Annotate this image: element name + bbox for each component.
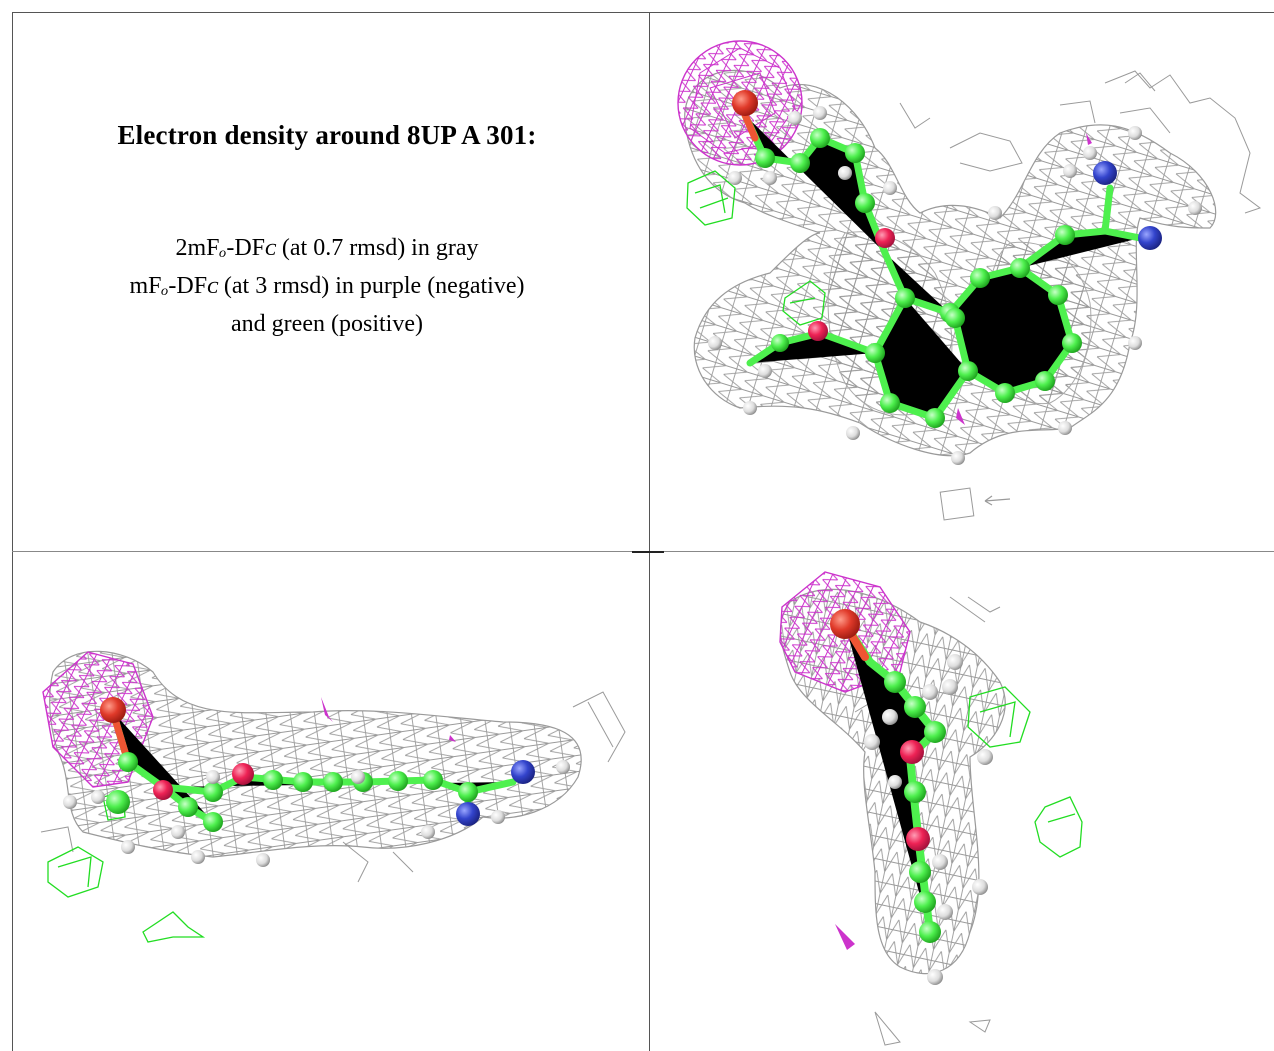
- top-right-view: [650, 13, 1274, 550]
- caption-title: Electron density around 8UP A 301:: [117, 120, 537, 150]
- nitrogen-atom: [456, 802, 480, 826]
- center-divider: [649, 12, 650, 1051]
- oxygen-atom: [875, 228, 895, 248]
- middle-divider-accent: [632, 551, 664, 553]
- green-positive-density: [967, 686, 1083, 858]
- nitrogen-atom: [511, 760, 535, 784]
- bottom-right-view: [650, 552, 1274, 1051]
- atoms: [830, 609, 993, 985]
- caption-line-purple: mFₒ-DFᴄ (at 3 rmsd) in purple (negative): [129, 273, 525, 299]
- oxygen-atom: [732, 90, 758, 116]
- green-positive-density: [686, 170, 826, 326]
- nitrogen-atom: [1138, 226, 1162, 250]
- caption-line-green: and green (positive): [231, 311, 423, 337]
- bonds: [741, 111, 1144, 423]
- atoms: [63, 697, 570, 867]
- oxygen-atom: [153, 780, 173, 800]
- oxygen-atom: [100, 697, 126, 723]
- oxygen-atom: [906, 827, 930, 851]
- top-border: [12, 12, 1274, 13]
- oxygen-atom: [900, 740, 924, 764]
- caption-panel: Electron density around 8UP A 301: 2mFₒ-…: [12, 120, 642, 343]
- molecule-view-bottom-right: [779, 571, 1083, 1046]
- oxygen-atom: [830, 609, 860, 639]
- atoms: [708, 90, 1202, 465]
- nitrogen-atom: [1093, 161, 1117, 185]
- bottom-left-view: [13, 552, 649, 1051]
- caption-line-gray: 2mFₒ-DFᴄ (at 0.7 rmsd) in gray: [175, 235, 479, 261]
- oxygen-atom: [232, 763, 254, 785]
- oxygen-atom: [808, 321, 828, 341]
- left-border: [12, 12, 13, 1051]
- molecule-view-top-right: [677, 40, 1262, 521]
- molecule-view-bottom-left: [40, 650, 626, 943]
